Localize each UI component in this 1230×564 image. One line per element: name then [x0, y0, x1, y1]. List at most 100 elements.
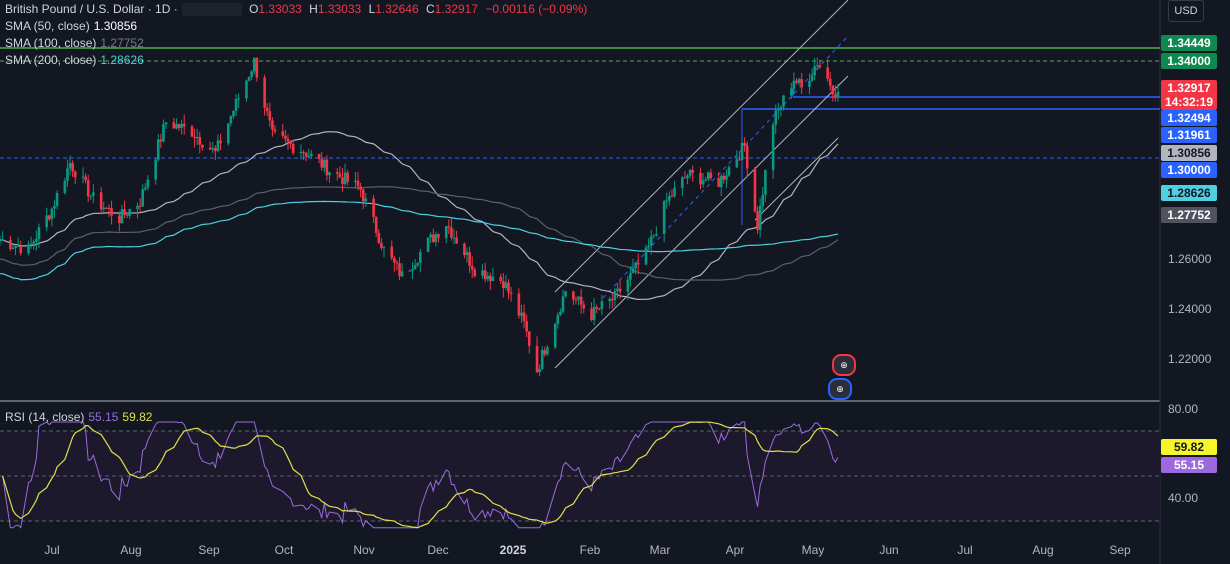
candle-body [263, 77, 266, 108]
candle-body [273, 129, 277, 132]
candle-body [310, 153, 313, 157]
candle-body [125, 214, 129, 216]
candle-body [699, 172, 702, 185]
candle-body [447, 226, 451, 228]
candle-body [413, 265, 417, 270]
candle-body [618, 288, 622, 292]
y-tick-124000: 1.24000 [1168, 302, 1212, 316]
candle-body [63, 180, 67, 194]
candle-body [722, 175, 726, 180]
candle-body [455, 237, 458, 244]
candle-body [509, 292, 513, 294]
candle-body [486, 275, 490, 280]
legend-sma100[interactable]: SMA (100, close) 1.27752 [5, 36, 148, 50]
candle-body [55, 193, 59, 206]
sma100-value: 1.27752 [100, 36, 144, 50]
candle-body [631, 268, 635, 274]
ohlc-open-label: O [249, 2, 259, 16]
candle-body [647, 245, 650, 248]
candle-body [470, 265, 474, 270]
candle-body [1, 239, 4, 241]
candle-body [610, 298, 614, 301]
candle-body [107, 207, 111, 209]
sma-layer [0, 131, 839, 301]
ohlc-high-label: H [309, 2, 318, 16]
candle-body [400, 271, 404, 277]
ohlc-low: 1.32646 [375, 2, 419, 16]
x-tick-jul-2025: Jul [957, 543, 973, 557]
legend-sma50[interactable]: SMA (50, close) 1.30856 [5, 19, 141, 33]
channel-lower[interactable] [554, 75, 849, 369]
candle-body [374, 217, 378, 233]
candle-body [572, 291, 575, 300]
candle-body [68, 162, 72, 169]
candle-body [691, 169, 695, 173]
candle-body [662, 201, 666, 235]
candle-body [520, 312, 523, 316]
countdown-label: 14:32:19 [1161, 94, 1217, 110]
symbol-title[interactable]: British Pound / U.S. Dollar · 1D · [5, 2, 178, 16]
candle-body [286, 138, 290, 142]
rsi-ma-line[interactable] [2, 421, 839, 529]
y-tick-126000: 1.26000 [1168, 252, 1212, 266]
uk-event-icon[interactable]: ⊕ [832, 354, 856, 376]
candle-body [143, 187, 147, 190]
candle-body [426, 237, 430, 252]
candle-body [325, 159, 329, 176]
candle-body [489, 275, 492, 282]
candle-body [644, 247, 648, 265]
candle-body [834, 94, 837, 98]
candle-body [320, 158, 324, 168]
candle-body [797, 79, 801, 83]
legend-sma200[interactable]: SMA (200, close) 1.28626 [5, 53, 148, 67]
us-event-icon[interactable]: ⊕ [828, 378, 852, 400]
candle-body [291, 143, 295, 153]
candle-body [481, 270, 484, 277]
price-label-sma50: 1.30856 [1161, 145, 1217, 161]
candle-body [559, 311, 562, 316]
candle-body [463, 243, 466, 256]
currency-selector[interactable]: USD [1168, 0, 1204, 22]
candle-body [437, 234, 440, 238]
candle-body [517, 293, 521, 316]
candle-body [431, 234, 435, 242]
sma-100-line[interactable] [0, 186, 839, 281]
candle-body [719, 175, 723, 188]
legend-rsi[interactable]: RSI (14, close) 55.15 59.82 [5, 410, 156, 424]
candle-body [553, 323, 557, 348]
candle-body [535, 345, 539, 373]
candle-body [665, 200, 669, 202]
symbol-header[interactable]: British Pound / U.S. Dollar · 1D · O 1.33… [5, 2, 591, 17]
channel-upper[interactable] [554, 0, 849, 293]
sma100-label: SMA (100, close) [5, 36, 97, 50]
candle-body [764, 170, 767, 195]
candle-body [473, 269, 477, 277]
sma-200-line[interactable] [0, 200, 839, 281]
candle-body [579, 296, 583, 305]
candle-body [590, 308, 593, 321]
candle-body [828, 78, 832, 86]
candle-body [527, 331, 531, 346]
candle-body [652, 235, 656, 237]
candle-body [99, 192, 103, 210]
x-tick-jun: Jun [879, 543, 899, 557]
candle-body [582, 304, 586, 309]
candle-body [556, 315, 560, 324]
x-tick-apr: Apr [725, 543, 745, 557]
candle-body [465, 252, 469, 256]
candle-body [92, 192, 95, 196]
candle-body [159, 139, 163, 142]
candle-body [380, 243, 383, 248]
candle-body [162, 124, 165, 142]
rsi-value: 55.15 [88, 410, 119, 424]
rsi-value-label: 55.15 [1161, 457, 1217, 473]
candle-body [195, 137, 199, 139]
candle-body [234, 99, 238, 111]
candle-body [377, 232, 381, 244]
candle-body [81, 176, 85, 178]
ohlc-high: 1.33033 [317, 2, 362, 16]
sma-50-line[interactable] [0, 131, 839, 301]
candle-body [193, 136, 196, 138]
